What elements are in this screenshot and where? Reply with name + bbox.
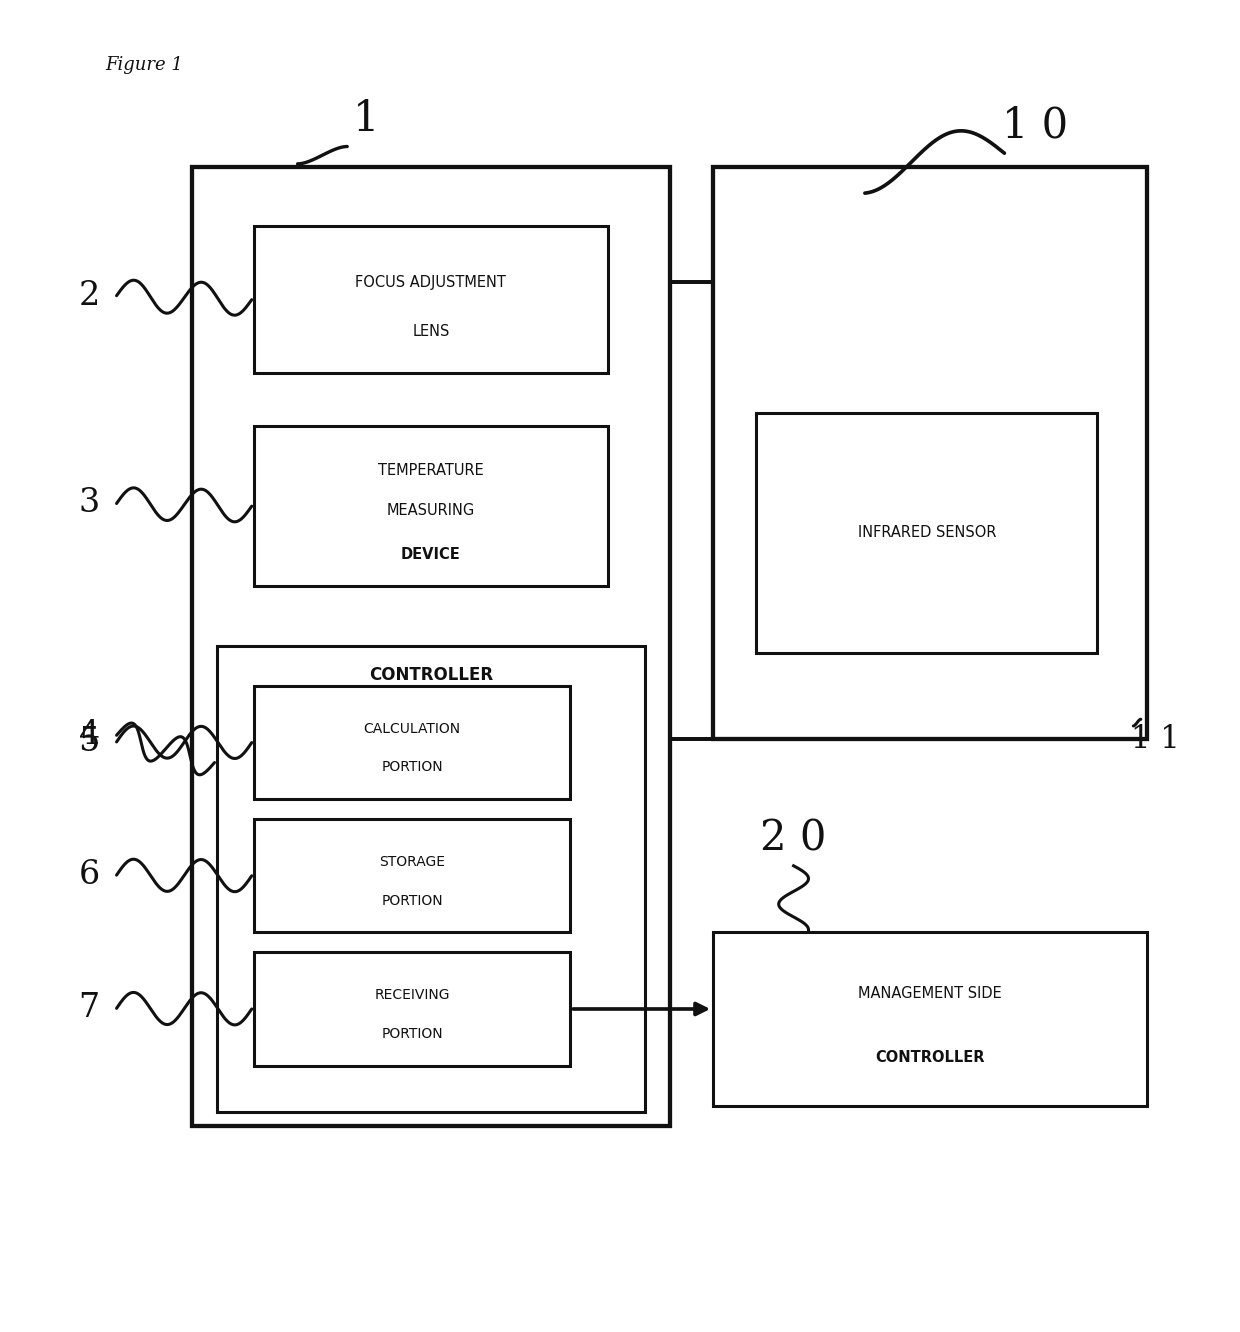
Text: 2: 2 (78, 280, 100, 312)
Text: 3: 3 (78, 488, 100, 519)
Text: STORAGE: STORAGE (379, 855, 445, 870)
Text: 2 0: 2 0 (760, 817, 827, 859)
Text: 1 1: 1 1 (1131, 723, 1180, 755)
Bar (713, 166, 1147, 739)
Text: RECEIVING: RECEIVING (374, 988, 450, 1003)
Text: 1 0: 1 0 (1002, 104, 1069, 147)
Text: CONTROLLER: CONTROLLER (875, 1050, 985, 1064)
Bar (254, 426, 608, 586)
Text: FOCUS ADJUSTMENT: FOCUS ADJUSTMENT (356, 274, 506, 289)
Bar (217, 646, 645, 1112)
Bar (713, 932, 1147, 1106)
Text: TEMPERATURE: TEMPERATURE (378, 464, 484, 478)
Text: INFRARED SENSOR: INFRARED SENSOR (858, 525, 996, 541)
Bar (254, 952, 570, 1066)
Text: 1: 1 (352, 97, 379, 140)
Bar (254, 226, 608, 373)
Bar (254, 686, 570, 799)
Text: 4: 4 (78, 719, 100, 751)
Text: CONTROLLER: CONTROLLER (368, 666, 494, 685)
Text: MEASURING: MEASURING (387, 503, 475, 518)
Text: PORTION: PORTION (382, 761, 443, 774)
Text: DEVICE: DEVICE (401, 546, 461, 562)
Bar (192, 166, 670, 1126)
Text: Figure 1: Figure 1 (105, 56, 184, 75)
Text: LENS: LENS (412, 325, 450, 340)
Text: 6: 6 (78, 859, 100, 891)
Text: 7: 7 (78, 992, 100, 1024)
Text: PORTION: PORTION (382, 894, 443, 907)
Text: CALCULATION: CALCULATION (363, 722, 461, 737)
Text: PORTION: PORTION (382, 1027, 443, 1040)
Bar (254, 819, 570, 932)
Bar (756, 413, 1097, 653)
Text: 5: 5 (78, 726, 100, 758)
Text: MANAGEMENT SIDE: MANAGEMENT SIDE (858, 986, 1002, 1000)
